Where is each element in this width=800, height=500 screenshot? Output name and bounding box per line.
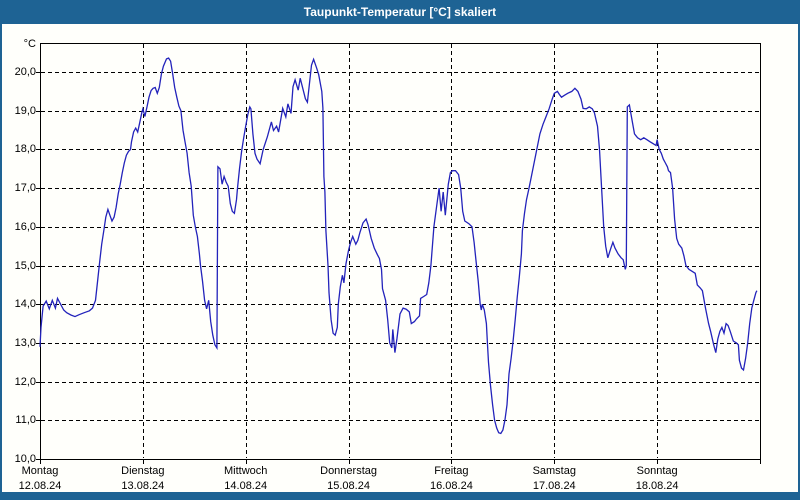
weekday-label: Donnerstag (320, 465, 377, 477)
y-tick-label: 13,0 (14, 336, 36, 349)
temperature-series-line (39, 57, 758, 435)
date-label: 17.08.24 (532, 480, 576, 492)
y-tick-label: 11,0 (15, 414, 36, 427)
weekday-label: Dienstag (121, 465, 165, 477)
date-label: 16.08.24 (430, 480, 473, 492)
plot-area (40, 43, 761, 460)
y-tick-label: 17,0 (14, 182, 36, 195)
window-border-bottom (0, 492, 800, 500)
y-tick-label: 20,0 (14, 66, 36, 79)
chart-title: Taupunkt-Temperatur [°C] skaliert (303, 5, 497, 19)
window-border-right (798, 24, 800, 492)
window-title-bar: Taupunkt-Temperatur [°C] skaliert (0, 0, 800, 24)
date-label: 18.08.24 (635, 480, 679, 492)
window-border-left (0, 24, 2, 492)
date-label: 13.08.24 (121, 480, 165, 492)
y-tick-label: 15,0 (14, 259, 36, 272)
y-tick-label: 18,0 (14, 143, 36, 156)
date-label: 14.08.24 (224, 480, 268, 492)
weekday-label: Montag (21, 465, 59, 477)
y-tick-label: 14,0 (14, 298, 36, 311)
weekday-label: Samstag (532, 465, 576, 477)
y-tick-label: 19,0 (14, 104, 36, 117)
y-tick-label: 16,0 (14, 220, 36, 233)
date-label: 15.08.24 (327, 480, 370, 492)
y-tick-label: 12,0 (14, 375, 36, 388)
y-axis-unit-label: °C (23, 38, 36, 50)
date-label: 12.08.24 (18, 480, 62, 492)
y-tick-label: 10,0 (14, 453, 36, 465)
weekday-label: Sonntag (636, 465, 678, 477)
weekday-label: Mittwoch (224, 465, 268, 477)
weekday-label: Freitag (434, 465, 469, 477)
